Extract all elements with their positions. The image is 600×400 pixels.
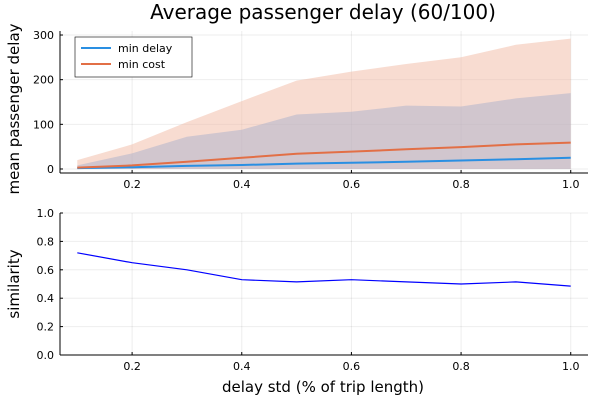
legend-label: min cost: [118, 58, 166, 71]
top-y-axis-label: mean passenger delay: [5, 23, 23, 194]
x-tick-label: 1.0: [562, 360, 580, 373]
x-tick-label: 0.6: [343, 178, 361, 191]
legend: min delay min cost: [74, 36, 193, 78]
x-tick-label: 1.0: [562, 178, 580, 191]
x-tick-label: 0.2: [123, 178, 141, 191]
legend-box: [74, 36, 193, 78]
x-tick-label: 0.8: [452, 178, 470, 191]
series-line: [77, 141, 571, 169]
legend-label: min delay: [118, 42, 173, 55]
y-tick-label: 0.8: [37, 235, 55, 248]
y-tick-label: 0.4: [37, 292, 55, 305]
series-line: [77, 252, 571, 287]
chart-title: Average passenger delay (60/100): [150, 0, 496, 24]
bottom-y-axis-label: similarity: [5, 249, 23, 318]
y-tick-label: 0.0: [37, 349, 55, 362]
y-tick-label: 1.0: [37, 207, 55, 220]
y-tick-label: 0: [47, 163, 54, 176]
bottom-x-axis-label: delay std (% of trip length): [222, 378, 424, 396]
series-line: [77, 156, 571, 170]
x-tick-label: 0.2: [123, 360, 141, 373]
x-tick-label: 0.6: [343, 360, 361, 373]
y-tick-label: 200: [33, 74, 54, 87]
top-panel: 0.2 0.4 0.6 0.8 1.0 0 100 200 300 min delay min co…: [33, 29, 588, 191]
x-tick-label: 0.8: [452, 360, 470, 373]
x-tick-label: 0.4: [233, 178, 251, 191]
series-band: [77, 93, 571, 169]
y-tick-label: 100: [33, 118, 54, 131]
y-tick-label: 0.6: [37, 264, 55, 277]
y-tick-label: 300: [33, 29, 54, 42]
bottom-panel: 0.2 0.4 0.6 0.8 1.0 0.0 0.2 0.4 0.6 0.8 1.0: [37, 207, 588, 373]
x-tick-label: 0.4: [233, 360, 251, 373]
y-tick-label: 0.2: [37, 321, 55, 334]
